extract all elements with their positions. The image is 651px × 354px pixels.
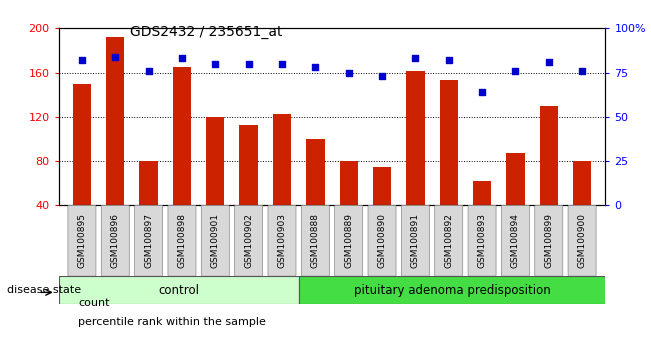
Bar xyxy=(306,139,324,205)
Bar xyxy=(273,114,291,205)
Point xyxy=(177,56,187,61)
FancyBboxPatch shape xyxy=(301,205,329,276)
Bar xyxy=(173,67,191,205)
Point xyxy=(243,61,254,67)
FancyBboxPatch shape xyxy=(568,205,596,276)
FancyBboxPatch shape xyxy=(234,205,262,276)
Point xyxy=(77,57,87,63)
Point xyxy=(477,89,487,95)
FancyBboxPatch shape xyxy=(102,205,130,276)
FancyBboxPatch shape xyxy=(468,205,496,276)
Text: disease state: disease state xyxy=(7,285,81,295)
Bar xyxy=(473,181,492,205)
Point xyxy=(410,56,421,61)
Text: control: control xyxy=(158,284,199,297)
FancyBboxPatch shape xyxy=(368,205,396,276)
Text: GSM100889: GSM100889 xyxy=(344,213,353,268)
Text: GSM100901: GSM100901 xyxy=(211,213,220,268)
Text: GSM100899: GSM100899 xyxy=(544,213,553,268)
FancyBboxPatch shape xyxy=(335,205,363,276)
Point xyxy=(510,68,521,74)
Point xyxy=(110,54,120,59)
Point xyxy=(310,64,320,70)
Bar xyxy=(59,276,299,304)
Point xyxy=(544,59,554,65)
Bar xyxy=(106,37,124,205)
Bar xyxy=(73,84,91,205)
FancyBboxPatch shape xyxy=(135,205,163,276)
Point xyxy=(377,73,387,79)
Text: GSM100892: GSM100892 xyxy=(444,213,453,268)
Text: GSM100902: GSM100902 xyxy=(244,213,253,268)
Bar xyxy=(139,161,158,205)
Text: GSM100903: GSM100903 xyxy=(277,213,286,268)
Text: GSM100890: GSM100890 xyxy=(378,213,387,268)
Bar xyxy=(506,153,525,205)
Bar xyxy=(439,80,458,205)
Point xyxy=(210,61,221,67)
Text: GSM100897: GSM100897 xyxy=(144,213,153,268)
Text: GSM100896: GSM100896 xyxy=(111,213,120,268)
Text: count: count xyxy=(78,298,109,308)
Bar xyxy=(540,106,558,205)
FancyBboxPatch shape xyxy=(534,205,562,276)
Text: GDS2432 / 235651_at: GDS2432 / 235651_at xyxy=(130,25,283,39)
Point xyxy=(143,68,154,74)
Point xyxy=(344,70,354,75)
FancyBboxPatch shape xyxy=(68,205,96,276)
Bar xyxy=(373,167,391,205)
FancyBboxPatch shape xyxy=(168,205,196,276)
Bar xyxy=(573,161,591,205)
FancyBboxPatch shape xyxy=(435,205,463,276)
Point xyxy=(277,61,287,67)
Bar xyxy=(240,125,258,205)
Point xyxy=(443,57,454,63)
Bar xyxy=(299,276,605,304)
Point xyxy=(577,68,587,74)
FancyBboxPatch shape xyxy=(402,205,430,276)
FancyBboxPatch shape xyxy=(501,205,529,276)
Text: percentile rank within the sample: percentile rank within the sample xyxy=(78,317,266,327)
Bar xyxy=(406,72,424,205)
Text: GSM100900: GSM100900 xyxy=(577,213,587,268)
Text: GSM100891: GSM100891 xyxy=(411,213,420,268)
FancyBboxPatch shape xyxy=(201,205,229,276)
Text: pituitary adenoma predisposition: pituitary adenoma predisposition xyxy=(353,284,551,297)
Text: GSM100893: GSM100893 xyxy=(478,213,486,268)
Bar xyxy=(206,117,225,205)
Text: GSM100898: GSM100898 xyxy=(178,213,186,268)
Text: GSM100894: GSM100894 xyxy=(511,213,520,268)
Bar xyxy=(340,161,358,205)
FancyBboxPatch shape xyxy=(268,205,296,276)
Text: GSM100895: GSM100895 xyxy=(77,213,87,268)
Text: GSM100888: GSM100888 xyxy=(311,213,320,268)
